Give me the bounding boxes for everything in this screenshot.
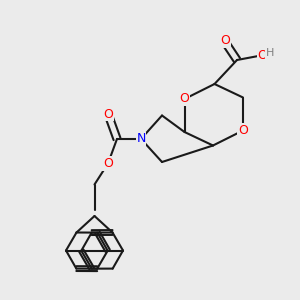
Text: O: O [220,34,230,47]
Text: N: N [136,132,146,146]
Text: O: O [103,157,113,170]
Text: O: O [180,92,189,106]
Text: O: O [103,107,113,121]
Text: H: H [266,48,274,59]
Text: O: O [238,124,248,137]
Text: O: O [258,49,267,62]
